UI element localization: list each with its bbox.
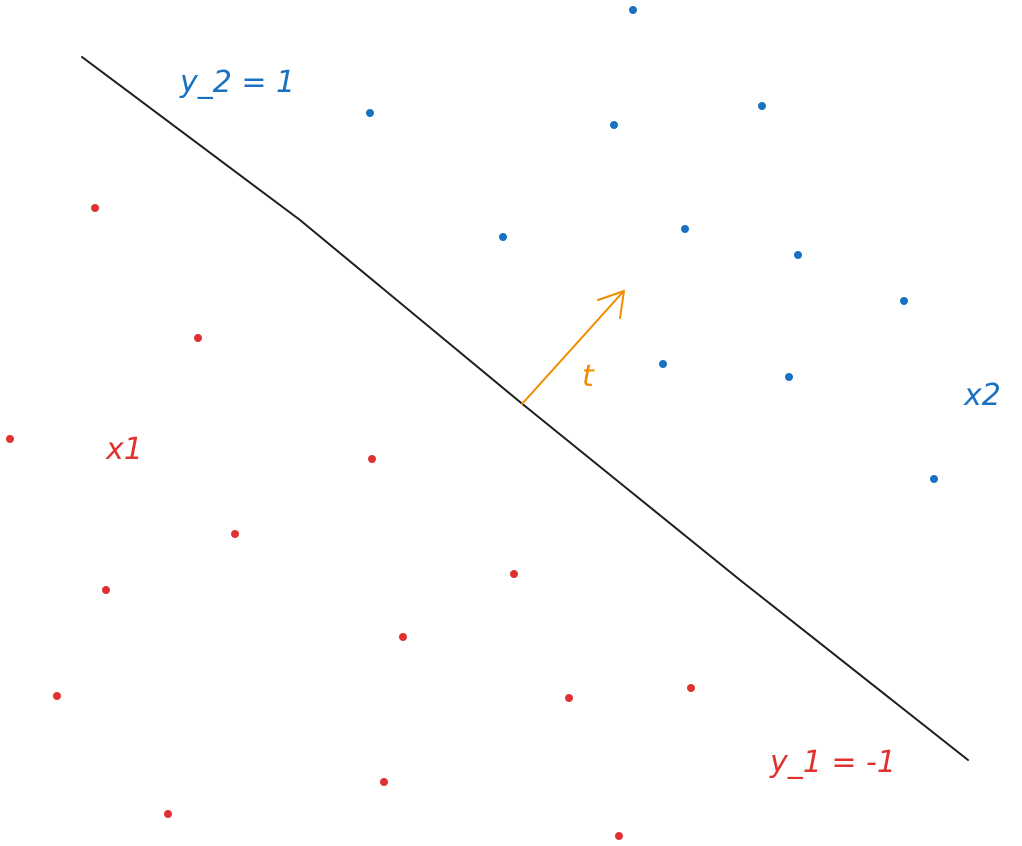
class-2-point bbox=[629, 6, 637, 14]
class-1-point bbox=[565, 694, 573, 702]
class-2-point bbox=[758, 102, 766, 110]
normal-vector-arrowhead bbox=[597, 290, 625, 319]
class-1-point bbox=[615, 832, 623, 840]
class-1-point bbox=[231, 530, 239, 538]
class-1-point bbox=[91, 204, 99, 212]
class-1-points bbox=[6, 204, 695, 840]
class-2-point bbox=[366, 109, 374, 117]
class-1-point bbox=[687, 684, 695, 692]
class-1-point bbox=[194, 334, 202, 342]
class-2-point bbox=[794, 251, 802, 259]
class-2-point bbox=[610, 121, 618, 129]
class-2-point bbox=[659, 360, 667, 368]
class-2-point bbox=[499, 233, 507, 241]
normal-vector-shaft bbox=[521, 292, 623, 405]
label-x1: x1 bbox=[105, 432, 143, 467]
class-1-point bbox=[6, 435, 14, 443]
class-2-points bbox=[366, 6, 938, 483]
class-2-point bbox=[785, 373, 793, 381]
class-2-point bbox=[930, 475, 938, 483]
decision-boundary bbox=[81, 56, 969, 761]
label-y1: y_1 = -1 bbox=[769, 745, 896, 780]
class-1-point bbox=[510, 570, 518, 578]
label-x2: x2 bbox=[963, 378, 1001, 413]
class-2-point bbox=[681, 225, 689, 233]
class-1-point bbox=[53, 692, 61, 700]
label-t: t bbox=[582, 359, 595, 394]
class-1-point bbox=[380, 778, 388, 786]
class-1-point bbox=[399, 633, 407, 641]
label-y2: y_2 = 1 bbox=[179, 65, 295, 100]
class-1-point bbox=[102, 586, 110, 594]
class-1-point bbox=[368, 455, 376, 463]
class-1-point bbox=[164, 810, 172, 818]
normal-vector-t bbox=[521, 290, 625, 405]
class-2-point bbox=[900, 297, 908, 305]
